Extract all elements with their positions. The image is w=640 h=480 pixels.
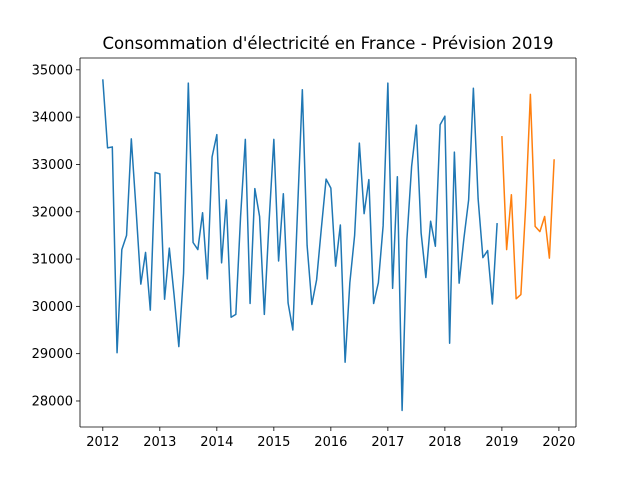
- y-axis-ticks: 28000 29000 30000 31000 32000 33000 34000 35000: [32, 63, 80, 409]
- x-tick-label: 2017: [371, 435, 404, 450]
- y-tick-label: 30000: [32, 300, 73, 315]
- x-tick-label: 2013: [143, 435, 176, 450]
- y-tick-label: 28000: [32, 394, 73, 409]
- y-tick-label: 34000: [32, 111, 73, 126]
- x-tick-label: 2015: [257, 435, 290, 450]
- series-line-1: [102, 79, 498, 412]
- x-axis-ticks: 2012 2013 2014 2015 2016 2017 2018 2019 2020: [86, 427, 575, 450]
- y-tick-label: 31000: [32, 253, 73, 268]
- x-tick-label: 2018: [428, 435, 461, 450]
- plot-area: [80, 58, 576, 427]
- x-tick-label: 2012: [86, 435, 119, 450]
- x-tick-label: 2019: [485, 435, 518, 450]
- axes: [79, 57, 577, 428]
- plot-background: [80, 58, 576, 427]
- series-line-2: [501, 93, 555, 300]
- y-tick-label: 35000: [32, 63, 73, 78]
- x-tick-label: 2014: [200, 435, 233, 450]
- y-tick-label: 32000: [32, 205, 73, 220]
- series-lines: [102, 79, 555, 412]
- x-tick-label: 2016: [314, 435, 347, 450]
- chart-title: Consommation d'électricité en France - P…: [103, 34, 554, 53]
- y-tick-label: 29000: [32, 347, 73, 362]
- x-tick-label: 2020: [542, 435, 575, 450]
- y-tick-label: 33000: [32, 158, 73, 173]
